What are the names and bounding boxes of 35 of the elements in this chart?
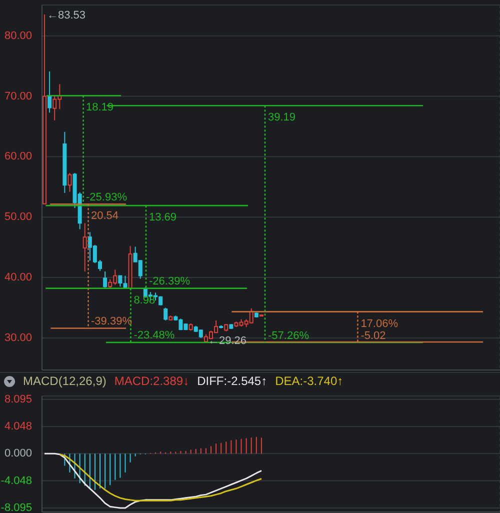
- annotation: 20.54: [91, 210, 119, 222]
- y-tick-label: -4.048: [0, 474, 32, 487]
- y-tick-label: 40.00: [4, 272, 32, 284]
- annotation: -26.39%: [149, 276, 190, 288]
- y-tick-label: 80.00: [4, 30, 32, 42]
- candlestick: [68, 172, 72, 192]
- text: MACD:2.389↓: [114, 374, 190, 388]
- line-series: [58, 454, 262, 502]
- text: 39.19: [268, 111, 296, 124]
- candlestick: [48, 70, 52, 114]
- candlestick: [164, 307, 168, 321]
- y-tick-label: 60.00: [4, 150, 32, 163]
- annotation: -39.39%: [91, 316, 132, 328]
- candlestick: [103, 271, 108, 290]
- annotation: 8.98: [134, 294, 156, 307]
- y-tick-label: 70.00: [4, 90, 32, 102]
- annotation: 18.19: [86, 102, 114, 114]
- annotation: -25.93%: [86, 191, 128, 204]
- text: 17.06%: [360, 318, 398, 330]
- annotation: 13.69: [149, 211, 177, 224]
- annotation: ←83.53: [47, 9, 86, 22]
- chart-title: MACD(12,26,9): [23, 374, 106, 388]
- text: -57.26%: [268, 330, 310, 342]
- line-series: [44, 452, 262, 509]
- text: DIFF:-2.545↑: [197, 374, 268, 388]
- y-tick-label: 4.048: [4, 420, 32, 433]
- y-tick-label: 30.00: [4, 332, 32, 344]
- y-tick-label: 50.00: [4, 211, 32, 224]
- text: DEA:-3.740↑: [275, 374, 344, 388]
- y-tick-label: 0.000: [4, 448, 32, 460]
- candlestick: [82, 222, 87, 272]
- annotation: -23.48%: [134, 330, 175, 342]
- y-tick-label: 8.095: [4, 393, 32, 406]
- text: -5.02: [360, 330, 386, 342]
- y-tick-label: -8.095: [0, 502, 32, 513]
